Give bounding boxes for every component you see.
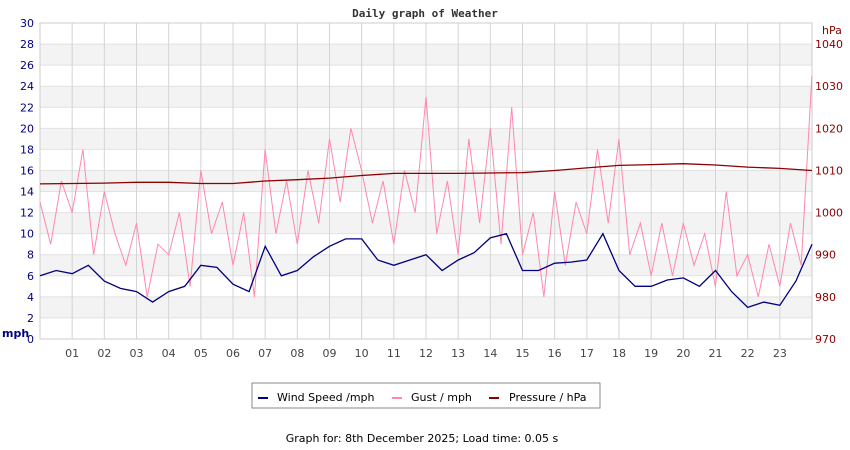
legend bbox=[251, 382, 601, 409]
chart-title: Daily graph of Weather bbox=[352, 7, 498, 20]
series-line-wind-speed bbox=[39, 232, 813, 309]
x-tick-label: 06 bbox=[226, 347, 240, 360]
right-tick-label: 1040 bbox=[815, 38, 843, 51]
left-tick-label: 2 bbox=[27, 312, 34, 325]
right-tick-label: 1000 bbox=[815, 207, 843, 220]
legend-item-wind: Wind Speed /mph bbox=[258, 391, 375, 404]
x-tick-label: 14 bbox=[483, 347, 497, 360]
legend-item-pressure: Pressure / hPa bbox=[489, 391, 587, 404]
left-tick-label: 28 bbox=[20, 38, 34, 51]
legend-label-gust: Gust / mph bbox=[411, 391, 472, 404]
left-axis-label: mph bbox=[2, 327, 29, 340]
left-tick-label: 26 bbox=[20, 59, 34, 72]
series-line-pressure bbox=[39, 163, 813, 185]
footer-text: Graph for: 8th December 2025; Load time:… bbox=[286, 432, 559, 445]
x-tick-label: 21 bbox=[709, 347, 723, 360]
x-tick-label: 19 bbox=[644, 347, 658, 360]
series-line-gust bbox=[39, 75, 813, 298]
right-tick-label: 1010 bbox=[815, 164, 843, 177]
x-tick-label: 10 bbox=[355, 347, 369, 360]
left-tick-label: 10 bbox=[20, 228, 34, 241]
right-tick-label: 970 bbox=[815, 333, 836, 346]
x-tick-label: 13 bbox=[451, 347, 465, 360]
right-axis-ticks: 970 980 990 1000 1010 1020 1030 1040 bbox=[815, 38, 843, 346]
x-tick-label: 17 bbox=[580, 347, 594, 360]
left-tick-label: 22 bbox=[20, 101, 34, 114]
x-tick-label: 04 bbox=[162, 347, 176, 360]
right-tick-label: 1020 bbox=[815, 122, 843, 135]
x-tick-label: 01 bbox=[65, 347, 79, 360]
x-tick-label: 07 bbox=[258, 347, 272, 360]
left-tick-label: 6 bbox=[27, 270, 34, 283]
x-tick-label: 11 bbox=[387, 347, 401, 360]
x-tick-label: 20 bbox=[676, 347, 690, 360]
left-tick-label: 30 bbox=[20, 17, 34, 30]
left-tick-label: 14 bbox=[20, 186, 34, 199]
series-lines bbox=[39, 75, 813, 309]
x-tick-label: 16 bbox=[548, 347, 562, 360]
plot-frame bbox=[39, 22, 813, 340]
x-tick-label: 23 bbox=[773, 347, 787, 360]
x-tick-label: 05 bbox=[194, 347, 208, 360]
left-tick-label: 12 bbox=[20, 207, 34, 220]
left-tick-label: 24 bbox=[20, 80, 34, 93]
x-axis-ticks: 01 02 03 04 05 06 07 08 09 10 11 12 13 14 15 16 17 18 19 20… bbox=[65, 347, 787, 360]
right-axis-label: hPa bbox=[822, 24, 842, 37]
right-tick-label: 1030 bbox=[815, 80, 843, 93]
legend-label-wind: Wind Speed /mph bbox=[277, 391, 375, 404]
left-tick-label: 0 bbox=[27, 333, 34, 346]
legend-item-gust: Gust / mph bbox=[392, 391, 472, 404]
legend-label-pressure: Pressure / hPa bbox=[509, 391, 587, 404]
x-tick-label: 09 bbox=[323, 347, 337, 360]
x-tick-label: 15 bbox=[516, 347, 530, 360]
x-tick-label: 02 bbox=[97, 347, 111, 360]
left-tick-label: 8 bbox=[27, 249, 34, 262]
x-tick-label: 12 bbox=[419, 347, 433, 360]
right-tick-label: 990 bbox=[815, 249, 836, 262]
left-tick-label: 20 bbox=[20, 122, 34, 135]
right-tick-label: 980 bbox=[815, 291, 836, 304]
left-tick-label: 4 bbox=[27, 291, 34, 304]
x-tick-label: 22 bbox=[741, 347, 755, 360]
x-tick-label: 08 bbox=[290, 347, 304, 360]
x-tick-label: 18 bbox=[612, 347, 626, 360]
x-tick-label: 03 bbox=[130, 347, 144, 360]
left-tick-label: 18 bbox=[20, 143, 34, 156]
left-tick-label: 16 bbox=[20, 164, 34, 177]
